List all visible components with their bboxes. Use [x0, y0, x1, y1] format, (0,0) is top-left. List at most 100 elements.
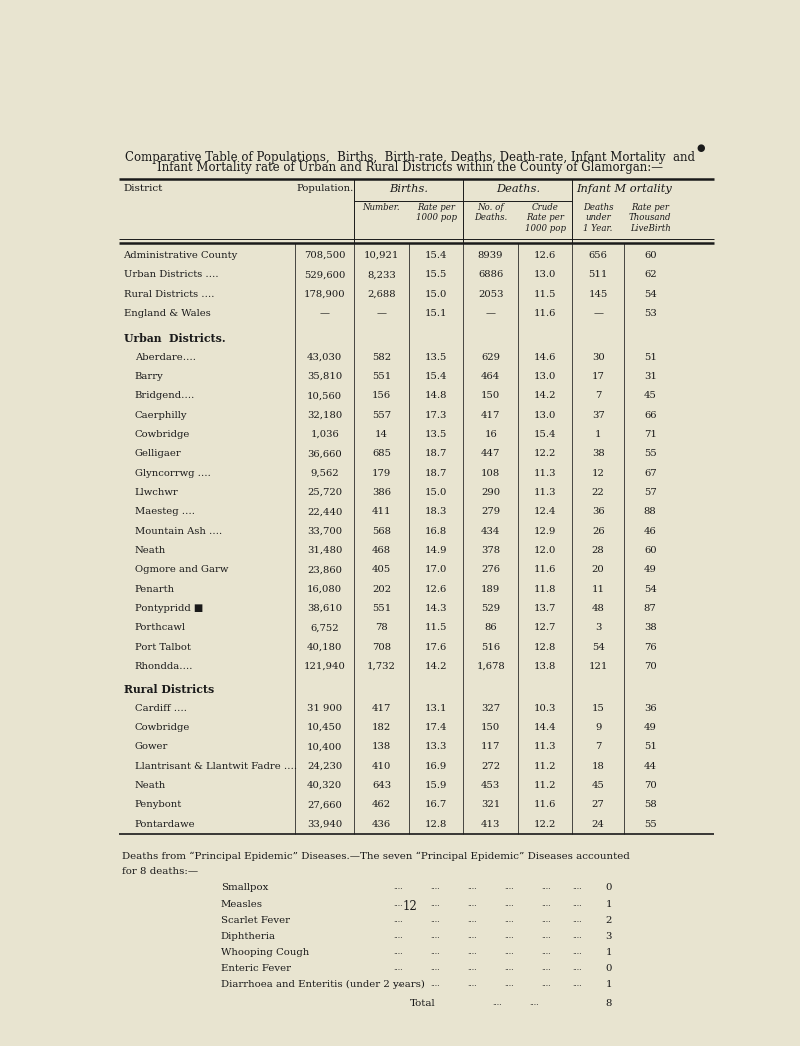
Text: Measles: Measles: [221, 900, 263, 909]
Text: 49: 49: [644, 565, 657, 574]
Text: 54: 54: [644, 290, 657, 299]
Text: 121,940: 121,940: [304, 662, 346, 670]
Text: 55: 55: [644, 450, 657, 458]
Text: 290: 290: [481, 488, 500, 497]
Text: No. of
Deaths.: No. of Deaths.: [474, 203, 507, 222]
Text: 12.0: 12.0: [534, 546, 556, 555]
Text: 36,660: 36,660: [307, 450, 342, 458]
Text: 11.6: 11.6: [534, 310, 556, 318]
Text: 66: 66: [644, 411, 657, 419]
Text: 138: 138: [372, 743, 391, 751]
Text: Diarrhoea and Enteritis (under 2 years): Diarrhoea and Enteritis (under 2 years): [221, 980, 425, 990]
Text: 386: 386: [372, 488, 391, 497]
Text: 108: 108: [481, 469, 500, 478]
Text: 279: 279: [481, 507, 500, 517]
Text: ....: ....: [430, 884, 439, 891]
Text: 15.4: 15.4: [425, 251, 447, 260]
Text: 14: 14: [375, 430, 388, 439]
Text: 378: 378: [481, 546, 500, 555]
Text: 1,678: 1,678: [476, 662, 505, 670]
Text: ....: ....: [393, 964, 402, 972]
Text: 0: 0: [606, 964, 612, 973]
Text: 40,180: 40,180: [307, 642, 342, 652]
Text: 529: 529: [481, 604, 500, 613]
Text: 15.0: 15.0: [425, 290, 447, 299]
Text: 27,660: 27,660: [307, 800, 342, 810]
Text: 417: 417: [372, 704, 391, 712]
Text: 13.1: 13.1: [425, 704, 447, 712]
Text: 511: 511: [589, 271, 608, 279]
Text: 22: 22: [592, 488, 605, 497]
Text: Births.: Births.: [390, 183, 428, 194]
Text: 568: 568: [372, 526, 391, 536]
Text: 27: 27: [592, 800, 605, 810]
Text: Bridgend….: Bridgend….: [134, 391, 195, 401]
Text: 9: 9: [595, 723, 602, 732]
Text: 321: 321: [481, 800, 500, 810]
Text: 10,560: 10,560: [307, 391, 342, 401]
Text: 11.2: 11.2: [534, 781, 557, 790]
Text: 1,036: 1,036: [310, 430, 339, 439]
Text: ....: ....: [505, 980, 514, 988]
Text: 15.0: 15.0: [425, 488, 447, 497]
Text: 38: 38: [644, 623, 657, 632]
Text: ....: ....: [573, 980, 582, 988]
Text: 15.1: 15.1: [425, 310, 447, 318]
Text: 45: 45: [592, 781, 605, 790]
Text: 156: 156: [372, 391, 391, 401]
Text: 12.8: 12.8: [425, 820, 447, 828]
Text: 13.5: 13.5: [425, 353, 447, 362]
Text: Maesteg ….: Maesteg ….: [134, 507, 194, 517]
Text: ....: ....: [467, 932, 477, 939]
Text: 1,732: 1,732: [367, 662, 396, 670]
Text: 2,688: 2,688: [367, 290, 396, 299]
Text: 40,320: 40,320: [307, 781, 342, 790]
Text: ....: ....: [467, 884, 477, 891]
Text: 35,810: 35,810: [307, 372, 342, 381]
Text: 16: 16: [484, 430, 497, 439]
Text: ....: ....: [430, 964, 439, 972]
Text: —: —: [320, 310, 330, 318]
Text: 43,030: 43,030: [307, 353, 342, 362]
Text: ....: ....: [430, 915, 439, 924]
Text: ....: ....: [393, 948, 402, 956]
Text: 17.0: 17.0: [425, 565, 447, 574]
Text: Rhondda….: Rhondda….: [134, 662, 193, 670]
Text: 54: 54: [592, 642, 605, 652]
Text: 3: 3: [606, 932, 612, 940]
Text: Pontardawe: Pontardawe: [134, 820, 195, 828]
Text: ....: ....: [393, 932, 402, 939]
Text: 57: 57: [644, 488, 657, 497]
Text: 11.3: 11.3: [534, 469, 557, 478]
Text: 88: 88: [644, 507, 657, 517]
Text: Ogmore and Garw: Ogmore and Garw: [134, 565, 228, 574]
Text: 2053: 2053: [478, 290, 503, 299]
Text: 11.6: 11.6: [534, 800, 556, 810]
Text: 48: 48: [592, 604, 605, 613]
Text: 18.7: 18.7: [425, 469, 447, 478]
Text: ....: ....: [542, 900, 551, 908]
Text: 14.2: 14.2: [425, 662, 447, 670]
Text: 551: 551: [372, 604, 391, 613]
Text: 14.4: 14.4: [534, 723, 557, 732]
Text: 6886: 6886: [478, 271, 503, 279]
Text: 16.7: 16.7: [425, 800, 447, 810]
Text: Deaths from “Principal Epidemic” Diseases.—The seven “Principal Epidemic” Diseas: Deaths from “Principal Epidemic” Disease…: [122, 852, 630, 861]
Text: 87: 87: [644, 604, 657, 613]
Text: 13.7: 13.7: [534, 604, 556, 613]
Text: 16,080: 16,080: [307, 585, 342, 594]
Text: Infant Mortality rate of Urban and Rural Districts within the County of Glamorga: Infant Mortality rate of Urban and Rural…: [157, 161, 663, 174]
Text: 15.4: 15.4: [534, 430, 557, 439]
Text: 410: 410: [372, 761, 391, 771]
Text: 178,900: 178,900: [304, 290, 346, 299]
Text: 30: 30: [592, 353, 605, 362]
Text: 6,752: 6,752: [310, 623, 339, 632]
Text: 11.8: 11.8: [534, 585, 557, 594]
Text: District: District: [123, 183, 163, 192]
Text: 189: 189: [481, 585, 500, 594]
Text: ....: ....: [542, 980, 551, 988]
Text: 685: 685: [372, 450, 391, 458]
Text: 76: 76: [644, 642, 657, 652]
Text: Number.: Number.: [362, 203, 400, 212]
Text: 468: 468: [372, 546, 391, 555]
